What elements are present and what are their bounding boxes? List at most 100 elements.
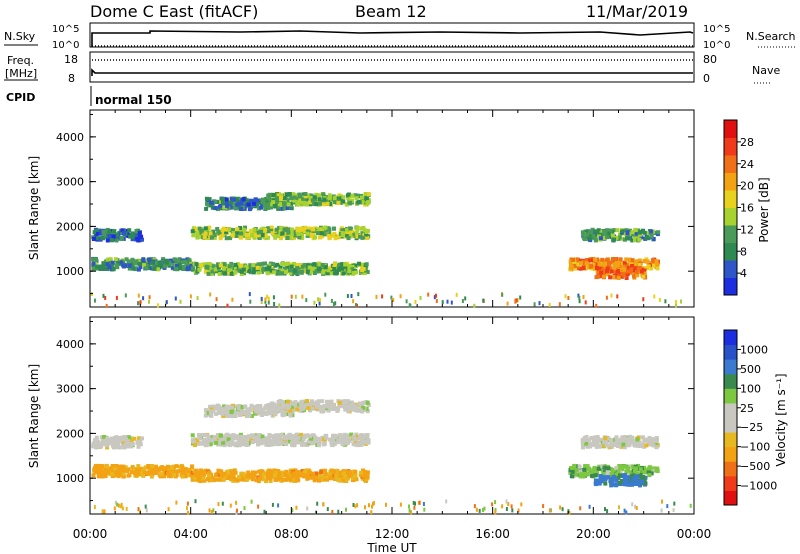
heatmap-cell [265, 206, 270, 210]
heatmap-cell [324, 474, 329, 479]
heatmap-cell [573, 257, 578, 262]
heatmap-cell [321, 270, 326, 275]
heatmap-cell [279, 195, 283, 200]
heatmap-cell [348, 234, 353, 239]
heatmap-cell [584, 258, 589, 262]
heatmap-cell [206, 269, 211, 274]
colorbar-swatch [724, 137, 737, 156]
heatmap-cell [235, 227, 240, 232]
heatmap-cell [174, 263, 179, 268]
heatmap-cell [255, 404, 260, 408]
heatmap-cell [93, 505, 96, 510]
heatmap-cell [635, 474, 640, 479]
heatmap-cell [260, 233, 265, 238]
heatmap-cell [644, 235, 649, 240]
heatmap-cell [631, 473, 636, 478]
heatmap-cell [362, 434, 367, 439]
heatmap-cell [246, 410, 251, 415]
y-tick-label: 4000 [56, 338, 84, 351]
heatmap-cell [156, 267, 160, 272]
heatmap-cell [130, 442, 135, 446]
heatmap-cell [167, 261, 172, 266]
freq-panel: Freq. [MHz] 18 8 80 0 Nave [4, 51, 780, 85]
heatmap-cell [167, 470, 172, 475]
heatmap-cell [646, 470, 651, 475]
heatmap-cell [294, 440, 299, 445]
heatmap-cell [620, 435, 625, 440]
heatmap-cell [305, 197, 310, 202]
heatmap-cell [270, 231, 275, 236]
heatmap-cell [577, 464, 582, 469]
heatmap-cell [233, 413, 238, 418]
heatmap-cell [302, 474, 306, 479]
heatmap-cell [363, 192, 368, 197]
nave-tick-low: 0 [703, 72, 710, 85]
heatmap-cell [273, 477, 278, 482]
heatmap-cell [324, 435, 329, 440]
heatmap-cell [203, 269, 208, 274]
heatmap-cell [435, 299, 438, 303]
heatmap-cell [225, 203, 229, 208]
heatmap-cell [218, 236, 223, 241]
heatmap-cell [653, 294, 656, 299]
heatmap-cell [239, 269, 244, 274]
heatmap-cell [334, 476, 339, 481]
heatmap-cell [156, 303, 159, 308]
heatmap-cell [638, 467, 643, 472]
heatmap-cell [212, 233, 217, 238]
heatmap-cell [583, 470, 588, 475]
heatmap-cell [196, 296, 199, 301]
heatmap-cell [276, 206, 281, 211]
heatmap-cell [647, 473, 652, 478]
heatmap-cell [132, 470, 137, 475]
heatmap-cell [602, 440, 607, 445]
heatmap-cell [604, 475, 609, 480]
heatmap-cell [91, 261, 96, 266]
heatmap-cell [587, 442, 592, 447]
heatmap-cell [375, 294, 378, 299]
nave-label: Nave [752, 64, 780, 77]
heatmap-cell [343, 262, 348, 267]
heatmap-cell [242, 228, 247, 233]
heatmap-cell [99, 474, 104, 479]
heatmap-cell [251, 433, 256, 438]
heatmap-cell [208, 203, 213, 208]
heatmap-cell [366, 192, 371, 197]
heatmap-cell [351, 442, 356, 447]
heatmap-cell [301, 406, 306, 411]
heatmap-cell [291, 229, 296, 234]
heatmap-cell [101, 262, 106, 267]
heatmap-cell [352, 404, 357, 409]
heatmap-cell [315, 437, 320, 442]
heatmap-cell [273, 412, 278, 417]
heatmap-cell [603, 231, 608, 236]
colorbar-swatch [724, 242, 737, 261]
heatmap-cell [570, 469, 575, 474]
heatmap-cell [633, 231, 638, 236]
heatmap-cell [239, 206, 244, 211]
heatmap-cell [229, 205, 234, 210]
heatmap-cell [364, 196, 369, 201]
heatmap-cell [608, 228, 613, 233]
heatmap-cell [305, 229, 310, 234]
heatmap-cell [257, 262, 262, 267]
heatmap-cell [257, 236, 262, 240]
heatmap-cell [286, 476, 291, 481]
heatmap-cell [102, 469, 106, 474]
heatmap-cell [178, 465, 183, 470]
heatmap-cell [167, 263, 172, 268]
heatmap-cell [634, 477, 639, 482]
heatmap-cell [209, 292, 212, 297]
heatmap-cell [359, 262, 364, 267]
heatmap-cell [325, 201, 330, 206]
heatmap-cell [255, 265, 260, 270]
nave-tick-high: 80 [703, 53, 717, 66]
heatmap-cell [599, 475, 604, 479]
heatmap-cell [365, 236, 370, 241]
heatmap-cell [218, 469, 223, 474]
heatmap-cell [229, 470, 234, 475]
heatmap-cell [94, 435, 99, 440]
heatmap-cell [235, 478, 240, 482]
heatmap-cell [226, 470, 231, 475]
heatmap-cell [361, 405, 366, 410]
